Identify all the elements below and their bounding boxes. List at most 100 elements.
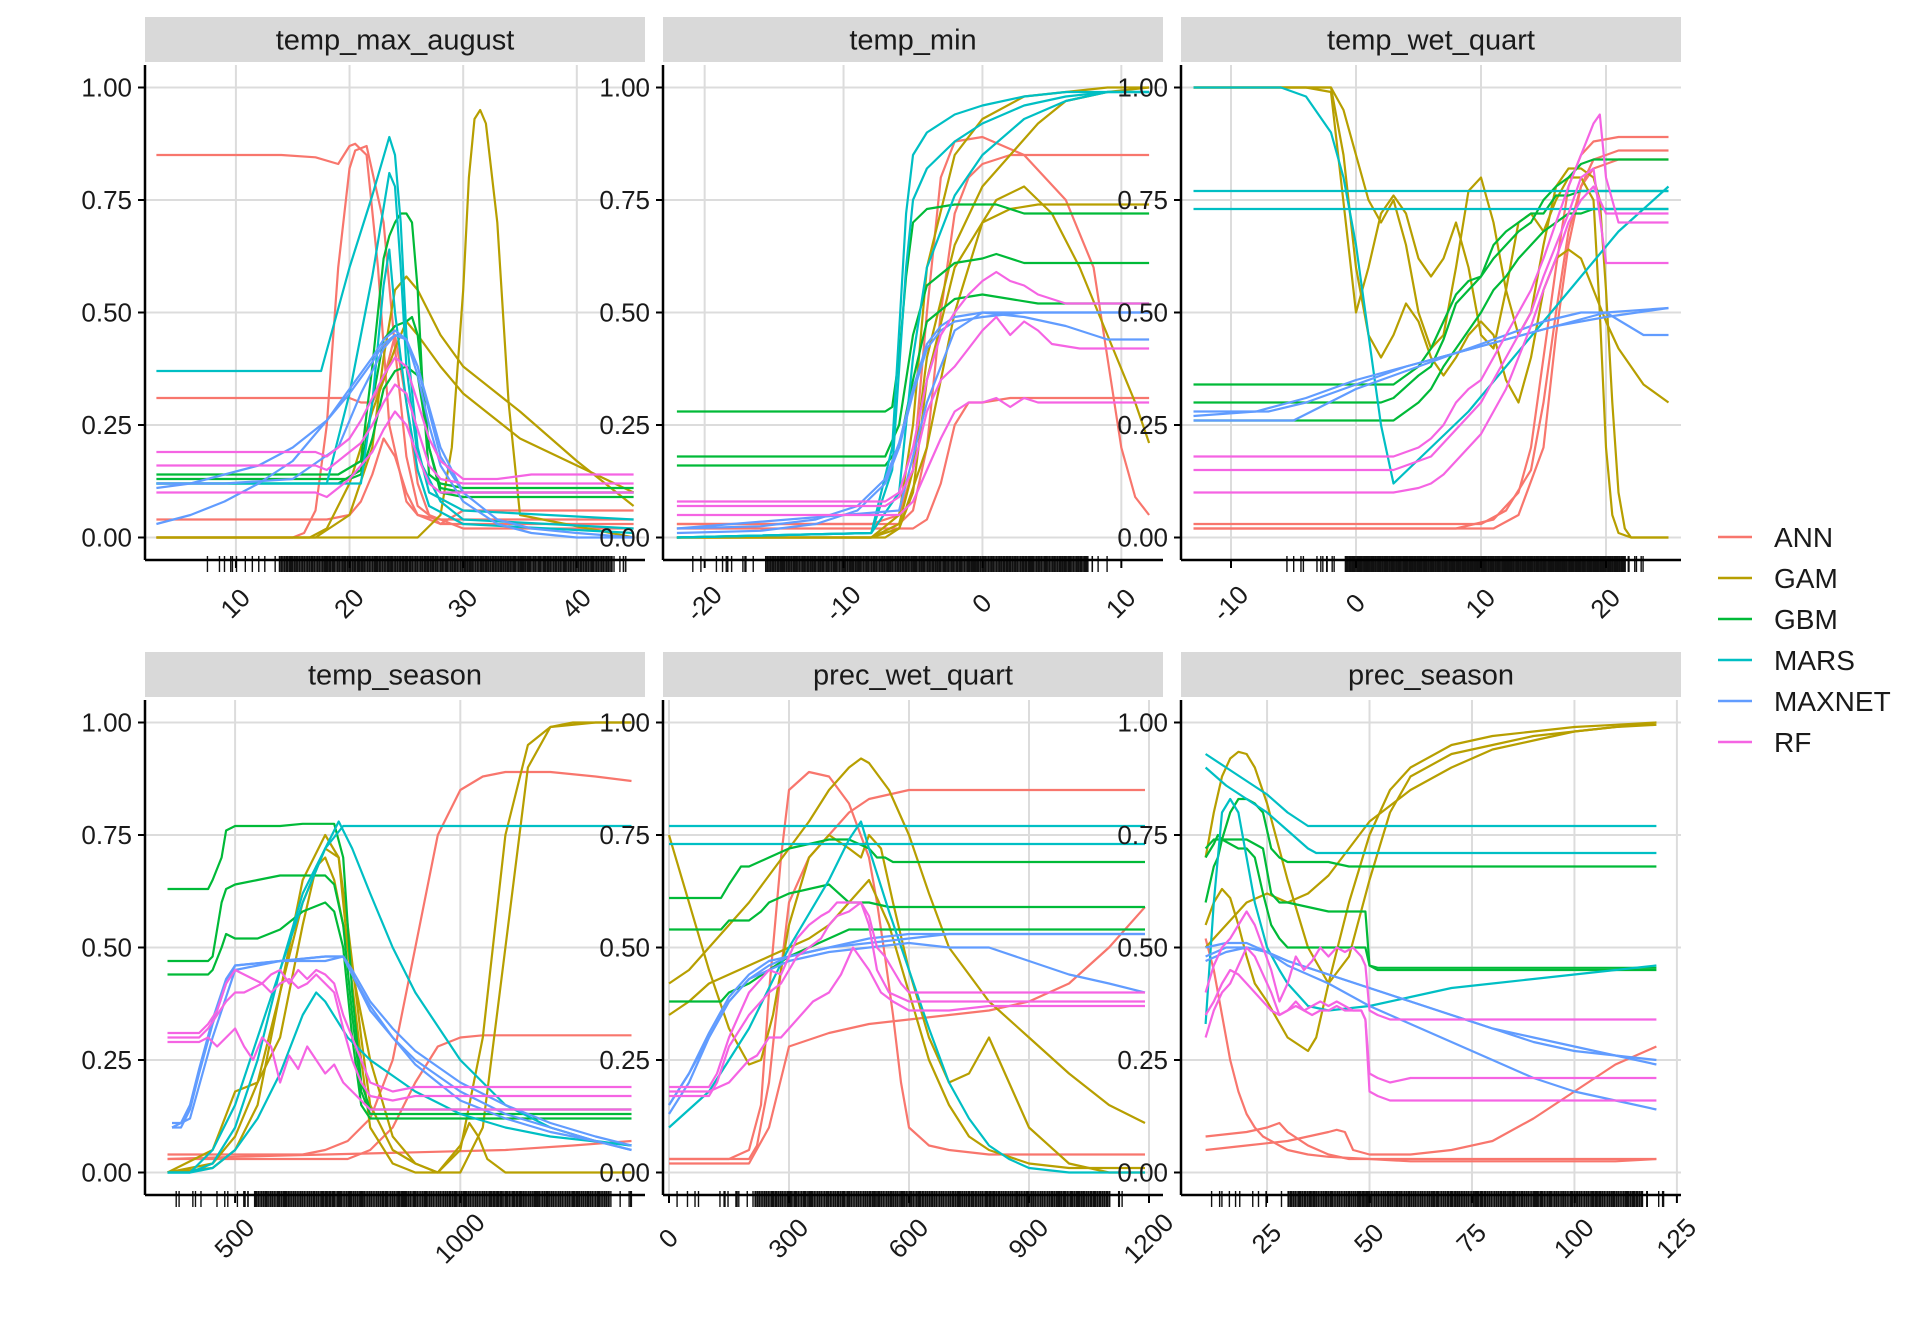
facet-strip [145,17,645,62]
series-line-ann [676,135,1150,526]
series-line-gam [167,847,632,1174]
series-line-ann [676,153,1150,526]
rug [175,1191,633,1207]
legend-label: MARS [1774,645,1855,676]
series-line-mars [676,90,1150,539]
y-tick-label: 0.25 [599,1045,650,1075]
y-tick-label: 0.50 [1117,933,1168,963]
y-tick-label: 1.00 [599,73,650,103]
series-line-rf [669,946,1145,1093]
y-tick-label: 1.00 [81,708,132,738]
facet-strip [1181,17,1681,62]
legend-label: MAXNET [1774,686,1891,717]
y-tick-label: 1.00 [1117,73,1168,103]
y-tick-label: 0.00 [599,1158,650,1188]
series-line-rf [156,410,634,499]
y-tick-label: 1.00 [1117,708,1168,738]
series-line-maxnet [1205,941,1657,1111]
facet-title: temp_max_august [276,25,515,57]
y-tick-label: 0.00 [599,523,650,553]
y-tick-label: 0.00 [81,1158,132,1188]
facet-strip [663,17,1163,62]
series-line-gam [668,878,1145,1170]
series-line-gbm [669,883,1145,931]
series-line-ann [167,770,632,1156]
y-tick-label: 0.75 [81,185,132,215]
y-tick-label: 0.75 [1117,820,1168,850]
legend-item-maxnet: MAXNET [1718,686,1891,717]
series-line-gbm [167,822,632,1111]
series-lines [676,86,1151,539]
series-lines [1204,721,1657,1163]
facet-title: prec_season [1348,660,1514,692]
y-tick-label: 1.00 [599,708,650,738]
series-line-rf [1204,946,1657,1084]
series-line-gam [1204,721,1657,949]
y-tick-label: 0.00 [1117,523,1168,553]
series-line-mars [156,135,634,521]
series-line-mars [167,991,632,1174]
series-line-mars [1204,797,1657,1025]
series-line-maxnet [676,311,1150,530]
y-tick-label: 0.75 [81,820,132,850]
series-line-mars [668,820,1145,1174]
series-line-ann [156,437,634,526]
rug [1286,556,1644,572]
series-line-mars [156,171,634,530]
facet-title: temp_season [308,660,482,692]
series-line-rf [669,901,1145,1089]
series-line-maxnet [156,329,634,539]
rug [676,1191,1123,1207]
series-line-mars [676,90,1150,539]
series-line-mars [1204,753,1657,828]
series-line-rf [1193,167,1669,472]
y-tick-label: 0.00 [1117,1158,1168,1188]
series-line-ann [669,906,1146,1165]
series-line-gbm [676,203,1150,413]
series-line-maxnet [1193,311,1669,422]
series-lines [667,757,1146,1174]
legend-label: RF [1774,727,1811,758]
series-line-ann [167,1139,632,1161]
series-line-gam [676,203,1150,539]
facet-strip [663,652,1163,697]
series-line-rf [676,396,1150,517]
series-line-gam [1193,86,1669,539]
series-line-gam [676,86,1150,539]
legend: ANN GAM GBM MARS MAXNET RF [1718,522,1891,758]
y-tick-label: 0.75 [599,820,650,850]
series-line-gbm [1204,797,1657,868]
series-line-maxnet [668,932,1145,1106]
facet-title: temp_wet_quart [1327,25,1535,57]
y-tick-label: 0.25 [81,1045,132,1075]
y-tick-label: 0.50 [81,933,132,963]
series-line-ann [1193,149,1669,530]
series-line-gam [668,757,1146,1124]
legend-label: GBM [1774,604,1838,635]
series-lines [1193,86,1670,539]
legend-item-ann: ANN [1718,522,1833,553]
legend-label: GAM [1774,563,1838,594]
series-line-rf [1204,968,1657,1102]
series-line-maxnet [1205,946,1657,1066]
y-tick-label: 1.00 [81,73,132,103]
series-line-rf [1204,910,1657,1021]
y-tick-label: 0.25 [1117,410,1168,440]
series-line-maxnet [171,955,632,1152]
series-line-rf [676,315,1150,508]
y-tick-label: 0.75 [1117,185,1168,215]
series-line-mars [1204,766,1657,855]
series-line-rf [167,973,632,1102]
rug [206,556,627,572]
series-line-gbm [1204,838,1657,972]
y-tick-label: 0.25 [81,410,132,440]
series-line-ann [1205,1045,1657,1156]
y-tick-label: 0.50 [81,298,132,328]
y-tick-label: 0.75 [599,185,650,215]
